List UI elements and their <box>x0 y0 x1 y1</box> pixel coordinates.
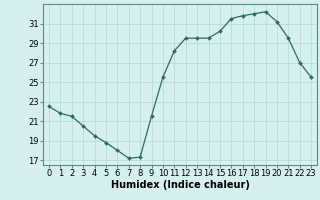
X-axis label: Humidex (Indice chaleur): Humidex (Indice chaleur) <box>111 180 249 190</box>
